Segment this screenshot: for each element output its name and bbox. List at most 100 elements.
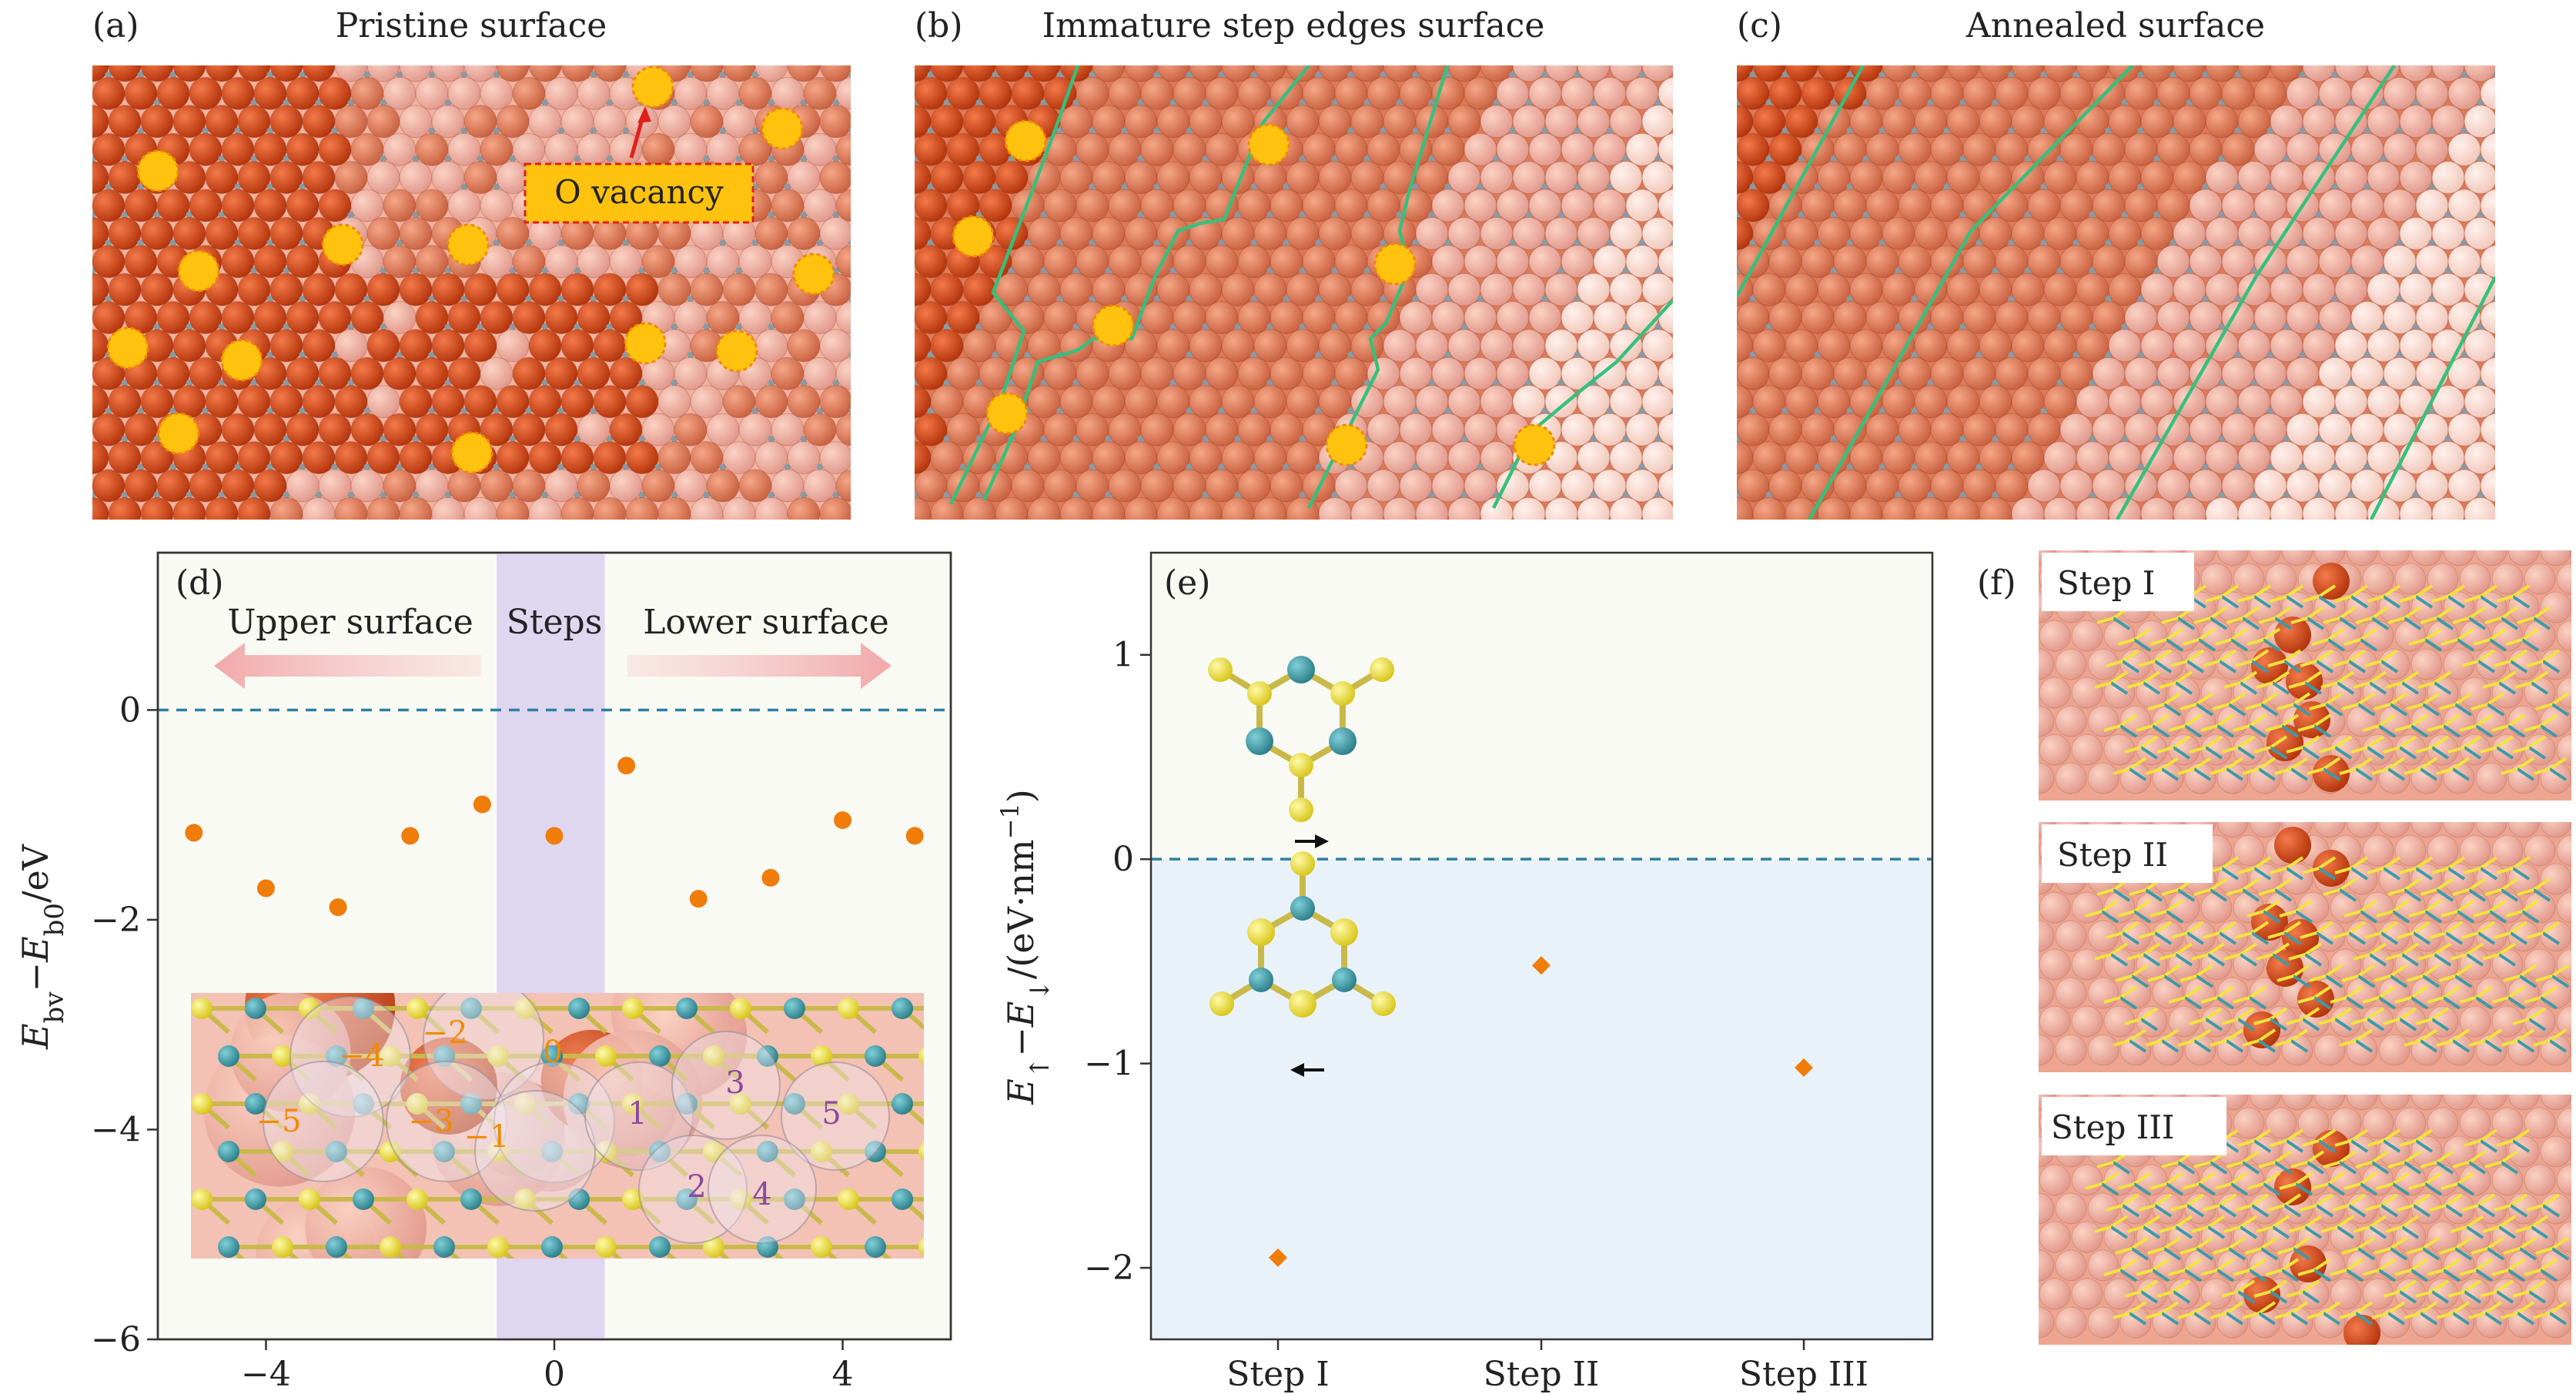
- sulfur-atom: [1289, 797, 1313, 822]
- surface-atom: [593, 441, 627, 475]
- oxygen-site: [541, 379, 549, 387]
- surface-atom: [1318, 105, 1352, 139]
- oxygen-site: [73, 127, 80, 134]
- surface-atom: [2205, 161, 2239, 195]
- surface-atom: [1528, 76, 1562, 110]
- surface-atom: [1577, 216, 1611, 250]
- oxygen-site: [1428, 99, 1436, 107]
- bond: [2094, 953, 2112, 961]
- site-circle: [263, 1061, 384, 1182]
- substrate-atom: [1991, 1250, 2022, 1281]
- surface-atom: [1658, 245, 1673, 279]
- bond: [2216, 996, 2235, 1010]
- surface-atom: [1027, 385, 1061, 419]
- oxygen-site: [992, 71, 999, 79]
- oxygen-site: [153, 379, 161, 387]
- surface-atom: [318, 132, 352, 166]
- surface-atom: [1785, 385, 1818, 419]
- surface-atom: [1930, 189, 1964, 222]
- surface-atom: [787, 216, 821, 250]
- o-vacancy-label: O vacancy: [554, 173, 724, 211]
- bond: [2474, 1258, 2494, 1272]
- oxygen-site: [266, 407, 274, 415]
- surface-atom: [2334, 385, 2368, 419]
- bond: [2324, 964, 2343, 978]
- surface-atom: [2447, 76, 2481, 110]
- y-tick-label: 0: [119, 690, 141, 730]
- surface-atom: [1286, 329, 1320, 363]
- surface-atom: [222, 22, 254, 54]
- oxygen-site: [1798, 43, 1805, 50]
- bond: [2297, 996, 2315, 1004]
- bond: [2459, 724, 2477, 732]
- surface-atom: [1737, 245, 1770, 279]
- bond: [2524, 996, 2541, 1004]
- surface-atom: [92, 441, 109, 475]
- oxygen-site: [2186, 491, 2193, 499]
- bond: [2420, 617, 2437, 624]
- layer-atom: [649, 1236, 671, 1258]
- oxygen-site: [2380, 99, 2387, 107]
- bond: [2451, 1301, 2471, 1315]
- oxygen-site: [299, 239, 306, 247]
- surface-atom: [2124, 76, 2158, 110]
- o-vacancy-callout: O vacancy: [524, 106, 754, 224]
- surface-atom: [237, 161, 271, 195]
- surface-atom: [1817, 385, 1851, 419]
- bond: [2290, 1039, 2309, 1053]
- bond: [2174, 670, 2193, 684]
- bond: [2477, 649, 2496, 663]
- oxygen-site: [1105, 435, 1112, 443]
- layer-atom: [380, 1236, 401, 1258]
- bond: [2242, 1312, 2260, 1319]
- bond: [2322, 767, 2341, 781]
- surface-atom: [1962, 132, 1996, 166]
- surface-atom: [1609, 65, 1643, 82]
- panel-d-y-label: Ebv−Eb0/eV: [15, 844, 70, 1050]
- surface-atom: [868, 22, 901, 54]
- bond: [2398, 735, 2417, 749]
- surface-atom: [334, 161, 368, 195]
- oxygen-site: [1943, 183, 1951, 191]
- surface-atom: [2416, 22, 2448, 54]
- surface-atom: [60, 22, 92, 54]
- oxygen-site: [1671, 239, 1673, 246]
- oxygen-site: [2008, 351, 2016, 359]
- bond: [2109, 681, 2129, 695]
- oxygen-site: [105, 407, 112, 415]
- surface-atom: [1189, 496, 1223, 520]
- layer-atom: [191, 998, 212, 1019]
- surface-atom: [334, 65, 368, 82]
- substrate-atom: [1991, 1035, 2022, 1065]
- surface-atom: [1785, 105, 1818, 139]
- oxygen-site: [250, 99, 258, 107]
- bond: [2302, 595, 2320, 603]
- surface-atom: [2464, 441, 2495, 475]
- surface-atom: [253, 245, 287, 279]
- bond: [2149, 910, 2167, 918]
- bond: [2269, 1279, 2288, 1293]
- surface-atom: [962, 329, 996, 363]
- bond: [2505, 910, 2523, 918]
- surface-atom: [593, 329, 627, 363]
- surface-atom: [1173, 413, 1206, 446]
- bond: [2516, 1301, 2535, 1315]
- oxygen-site: [2412, 99, 2420, 107]
- bond: [2357, 1247, 2376, 1261]
- oxygen-site: [638, 379, 646, 387]
- bond: [2138, 931, 2156, 939]
- surface-atom: [2011, 105, 2045, 139]
- surface-atom: [915, 301, 948, 335]
- oxygen-site: [1943, 463, 1951, 471]
- oxygen-site: [2283, 435, 2290, 443]
- oxygen-site: [1959, 491, 1967, 499]
- oxygen-site: [186, 491, 193, 499]
- oxygen-site: [2024, 267, 2032, 275]
- bond: [2391, 910, 2410, 924]
- surface-atom: [1221, 272, 1255, 306]
- bond: [2359, 638, 2378, 652]
- surface-atom: [739, 22, 771, 54]
- surface-atom: [2399, 496, 2433, 520]
- bond: [2121, 931, 2140, 945]
- surface-atom: [2384, 22, 2416, 54]
